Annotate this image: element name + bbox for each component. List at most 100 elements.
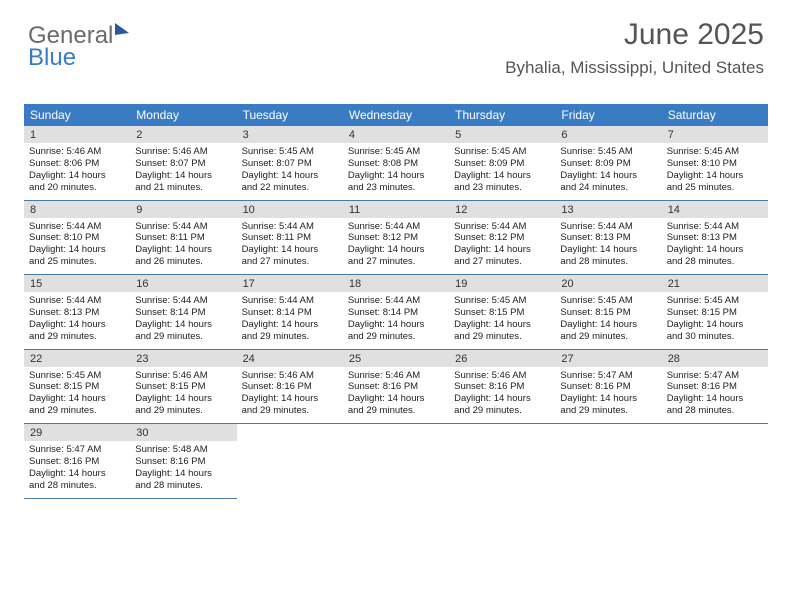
day-cell: 18Sunrise: 5:44 AMSunset: 8:14 PMDayligh…	[343, 275, 449, 350]
day-cell: 10Sunrise: 5:44 AMSunset: 8:11 PMDayligh…	[237, 200, 343, 275]
day-details: Sunrise: 5:44 AMSunset: 8:14 PMDaylight:…	[130, 292, 236, 349]
day-cell: 11Sunrise: 5:44 AMSunset: 8:12 PMDayligh…	[343, 200, 449, 275]
day-of-week-header: Friday	[555, 104, 661, 126]
daylight-minutes-text: and 29 minutes.	[29, 331, 125, 343]
day-details: Sunrise: 5:44 AMSunset: 8:12 PMDaylight:…	[449, 218, 555, 275]
sunset-text: Sunset: 8:13 PM	[560, 232, 656, 244]
sunset-text: Sunset: 8:07 PM	[242, 158, 338, 170]
logo-text-blue: Blue	[28, 44, 76, 71]
sunrise-text: Sunrise: 5:45 AM	[667, 146, 763, 158]
daylight-text: Daylight: 14 hours	[242, 244, 338, 256]
calendar-week-row: 29Sunrise: 5:47 AMSunset: 8:16 PMDayligh…	[24, 424, 768, 499]
day-number: 8	[24, 201, 130, 218]
daylight-text: Daylight: 14 hours	[454, 244, 550, 256]
sunrise-text: Sunrise: 5:44 AM	[348, 295, 444, 307]
day-cell: 24Sunrise: 5:46 AMSunset: 8:16 PMDayligh…	[237, 349, 343, 424]
triangle-icon	[115, 23, 129, 35]
sunrise-text: Sunrise: 5:45 AM	[454, 295, 550, 307]
empty-day-cell	[343, 424, 449, 499]
daylight-minutes-text: and 29 minutes.	[560, 405, 656, 417]
day-of-week-header: Sunday	[24, 104, 130, 126]
sunset-text: Sunset: 8:10 PM	[29, 232, 125, 244]
sunrise-text: Sunrise: 5:44 AM	[242, 221, 338, 233]
daylight-minutes-text: and 28 minutes.	[29, 480, 125, 492]
day-cell: 25Sunrise: 5:46 AMSunset: 8:16 PMDayligh…	[343, 349, 449, 424]
day-details: Sunrise: 5:45 AMSunset: 8:15 PMDaylight:…	[449, 292, 555, 349]
sunset-text: Sunset: 8:13 PM	[29, 307, 125, 319]
empty-day-cell	[555, 424, 661, 499]
sunrise-text: Sunrise: 5:44 AM	[454, 221, 550, 233]
daylight-text: Daylight: 14 hours	[29, 170, 125, 182]
sunset-text: Sunset: 8:14 PM	[242, 307, 338, 319]
sunrise-text: Sunrise: 5:45 AM	[667, 295, 763, 307]
sunset-text: Sunset: 8:16 PM	[348, 381, 444, 393]
daylight-text: Daylight: 14 hours	[348, 170, 444, 182]
day-number: 22	[24, 350, 130, 367]
sunset-text: Sunset: 8:11 PM	[242, 232, 338, 244]
daylight-text: Daylight: 14 hours	[348, 319, 444, 331]
sunset-text: Sunset: 8:08 PM	[348, 158, 444, 170]
day-of-week-header: Saturday	[662, 104, 768, 126]
daylight-text: Daylight: 14 hours	[454, 393, 550, 405]
day-number: 15	[24, 275, 130, 292]
day-number: 3	[237, 126, 343, 143]
daylight-text: Daylight: 14 hours	[242, 393, 338, 405]
daylight-text: Daylight: 14 hours	[29, 468, 125, 480]
day-cell: 7Sunrise: 5:45 AMSunset: 8:10 PMDaylight…	[662, 126, 768, 200]
day-cell: 2Sunrise: 5:46 AMSunset: 8:07 PMDaylight…	[130, 126, 236, 200]
daylight-text: Daylight: 14 hours	[29, 393, 125, 405]
daylight-text: Daylight: 14 hours	[29, 319, 125, 331]
day-cell: 20Sunrise: 5:45 AMSunset: 8:15 PMDayligh…	[555, 275, 661, 350]
sunrise-text: Sunrise: 5:44 AM	[135, 221, 231, 233]
daylight-minutes-text: and 25 minutes.	[29, 256, 125, 268]
daylight-minutes-text: and 28 minutes.	[667, 256, 763, 268]
sunset-text: Sunset: 8:15 PM	[560, 307, 656, 319]
daylight-minutes-text: and 29 minutes.	[242, 405, 338, 417]
sunset-text: Sunset: 8:12 PM	[348, 232, 444, 244]
day-details: Sunrise: 5:45 AMSunset: 8:07 PMDaylight:…	[237, 143, 343, 200]
page-title: June 2025	[624, 18, 764, 52]
sunrise-text: Sunrise: 5:45 AM	[560, 295, 656, 307]
day-details: Sunrise: 5:45 AMSunset: 8:15 PMDaylight:…	[662, 292, 768, 349]
sunset-text: Sunset: 8:16 PM	[135, 456, 231, 468]
day-cell: 17Sunrise: 5:44 AMSunset: 8:14 PMDayligh…	[237, 275, 343, 350]
daylight-text: Daylight: 14 hours	[29, 244, 125, 256]
daylight-text: Daylight: 14 hours	[560, 319, 656, 331]
day-number: 29	[24, 424, 130, 441]
sunset-text: Sunset: 8:07 PM	[135, 158, 231, 170]
sunrise-text: Sunrise: 5:46 AM	[348, 370, 444, 382]
daylight-text: Daylight: 14 hours	[242, 170, 338, 182]
day-of-week-header: Tuesday	[237, 104, 343, 126]
sunrise-text: Sunrise: 5:44 AM	[242, 295, 338, 307]
day-details: Sunrise: 5:44 AMSunset: 8:10 PMDaylight:…	[24, 218, 130, 275]
day-details: Sunrise: 5:44 AMSunset: 8:13 PMDaylight:…	[24, 292, 130, 349]
sunset-text: Sunset: 8:14 PM	[348, 307, 444, 319]
day-details: Sunrise: 5:45 AMSunset: 8:15 PMDaylight:…	[555, 292, 661, 349]
day-details: Sunrise: 5:45 AMSunset: 8:09 PMDaylight:…	[555, 143, 661, 200]
daylight-text: Daylight: 14 hours	[454, 170, 550, 182]
day-of-week-header: Wednesday	[343, 104, 449, 126]
header: General Blue June 2025 Byhalia, Mississi…	[0, 0, 792, 90]
daylight-minutes-text: and 29 minutes.	[242, 331, 338, 343]
day-details: Sunrise: 5:47 AMSunset: 8:16 PMDaylight:…	[555, 367, 661, 424]
day-cell: 15Sunrise: 5:44 AMSunset: 8:13 PMDayligh…	[24, 275, 130, 350]
day-details: Sunrise: 5:46 AMSunset: 8:07 PMDaylight:…	[130, 143, 236, 200]
day-details: Sunrise: 5:44 AMSunset: 8:12 PMDaylight:…	[343, 218, 449, 275]
day-number: 30	[130, 424, 236, 441]
sunset-text: Sunset: 8:12 PM	[454, 232, 550, 244]
sunrise-text: Sunrise: 5:45 AM	[242, 146, 338, 158]
day-cell: 1Sunrise: 5:46 AMSunset: 8:06 PMDaylight…	[24, 126, 130, 200]
sunrise-text: Sunrise: 5:44 AM	[29, 295, 125, 307]
daylight-minutes-text: and 28 minutes.	[135, 480, 231, 492]
daylight-minutes-text: and 29 minutes.	[560, 331, 656, 343]
day-number: 23	[130, 350, 236, 367]
day-cell: 22Sunrise: 5:45 AMSunset: 8:15 PMDayligh…	[24, 349, 130, 424]
sunrise-text: Sunrise: 5:46 AM	[29, 146, 125, 158]
daylight-text: Daylight: 14 hours	[667, 244, 763, 256]
daylight-minutes-text: and 23 minutes.	[348, 182, 444, 194]
daylight-text: Daylight: 14 hours	[135, 319, 231, 331]
day-cell: 8Sunrise: 5:44 AMSunset: 8:10 PMDaylight…	[24, 200, 130, 275]
day-cell: 4Sunrise: 5:45 AMSunset: 8:08 PMDaylight…	[343, 126, 449, 200]
day-cell: 21Sunrise: 5:45 AMSunset: 8:15 PMDayligh…	[662, 275, 768, 350]
daylight-minutes-text: and 26 minutes.	[135, 256, 231, 268]
